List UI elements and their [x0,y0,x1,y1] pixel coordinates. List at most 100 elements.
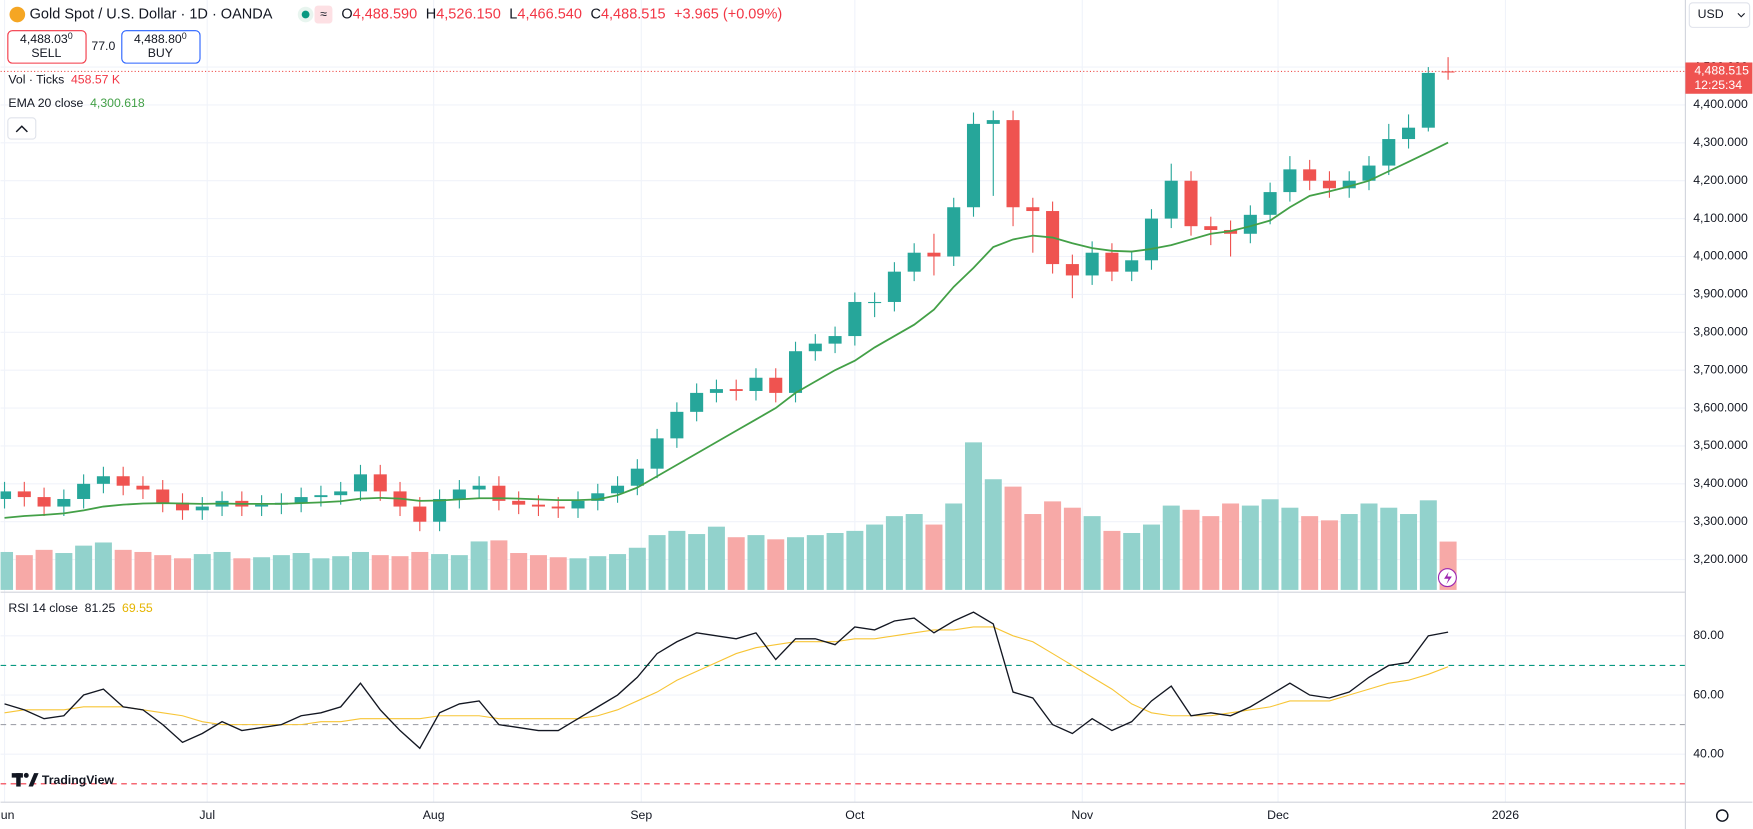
volume-bar [1301,516,1319,590]
candle-body [848,301,862,337]
collapse-button[interactable] [7,117,37,140]
volume-bar [391,556,409,590]
spread: 77.0 [91,39,115,53]
countdown: 12:25:34 [1694,78,1742,92]
candle-body [512,500,526,505]
candle-layer [0,57,1686,532]
volume-bar [984,479,1002,590]
candle-body [136,485,150,490]
volume-bar [589,556,607,590]
last-price-label: 4,488.515 [1694,64,1749,78]
volume-bar [371,555,389,590]
buy-price[interactable]: 4,488.800 [134,31,187,46]
volume-bar [134,551,152,590]
candle-body [1125,260,1139,272]
buy-price-sup[interactable]: 0 [182,31,187,41]
candle-body [96,476,110,484]
volume-bar [1123,532,1141,590]
o-value: 4,488.590 [353,6,418,22]
y-tick-label: 3,800.000 [1693,325,1748,339]
rsi-layer [0,611,1686,785]
volume-bar [806,535,824,590]
candle-body [729,389,743,391]
y-tick-label: 3,900.000 [1693,287,1748,301]
volume-bar [1063,507,1081,590]
candle-body [947,207,961,257]
candle-body [314,495,328,498]
candle-body [907,252,921,272]
volume-bar [1004,486,1022,590]
volume-bar [312,558,330,590]
volume-bar [925,524,943,590]
candle-body [373,474,387,492]
volume-bar [1202,516,1220,590]
sell-price-sup[interactable]: 0 [68,31,73,41]
sell-label[interactable]: SELL [31,46,61,60]
volume-bar [1083,516,1101,590]
ema-legend: EMA 20 close 4,300.618 [8,96,144,110]
volume-bar [510,553,528,590]
candle-body [1382,139,1396,166]
candle-body [709,389,723,393]
candle-body [1204,226,1218,230]
volume-bar [490,540,508,590]
candle-body [828,336,842,344]
sell-price[interactable]: 4,488.030 [20,31,73,46]
candle-body [1184,180,1198,227]
buy-label[interactable]: BUY [148,46,173,60]
volume-bar [1281,507,1299,590]
volume-bar [35,549,53,590]
volume-bar [1261,499,1279,590]
candle-body [868,301,882,304]
candle-body [1322,180,1336,189]
volume-bar [292,553,310,590]
sell-button[interactable] [7,30,87,64]
volume-bar [767,539,785,590]
volume-bar [193,554,211,590]
volume-bar [411,551,429,590]
volume-bar [707,526,725,590]
settings-icon[interactable] [1715,809,1729,822]
volume-bar [431,554,449,590]
buy-price-main[interactable]: 4,488.80 [134,32,182,46]
sell-price-main[interactable]: 4,488.03 [20,32,68,46]
brand-name: TradingView [42,773,114,787]
y-tick-label: 3,600.000 [1693,400,1748,414]
candle-body [1441,71,1455,73]
candle-body [433,498,447,522]
volume-bar [1103,530,1121,590]
volume-bar [233,558,251,590]
volume-value: 458.57 K [71,73,121,87]
candle-body [808,343,822,352]
h-key: H [426,6,436,22]
candle-body [452,489,466,499]
candle-body [966,123,981,208]
volume-bar [1024,514,1042,590]
grid [0,0,1686,803]
candle-body [591,493,605,501]
y-tick-label: 3,700.000 [1693,362,1748,376]
volume-bar [648,535,666,590]
candle-body [630,468,644,486]
symbol-title[interactable]: Gold Spot / U.S. Dollar · 1D · OANDA [30,6,273,22]
candle-body [670,411,684,439]
candle-body [1065,264,1079,276]
candle-body [116,476,130,486]
event-icon [1444,572,1452,585]
o-key: O [341,6,352,22]
candle-body [769,377,783,393]
candle-body [1026,207,1040,212]
candle-body [571,500,585,509]
volume-bar [94,542,112,590]
y-tick-label: 3,200.000 [1693,552,1748,566]
brand-logo [11,772,39,787]
currency[interactable]: USD [1698,7,1724,21]
candle-body [1085,252,1099,276]
y-tick-label: 3,500.000 [1693,438,1748,452]
currency-button[interactable] [1688,2,1751,28]
candle-body [1283,169,1297,193]
volume-layer [0,442,1457,590]
buy-button[interactable] [121,30,201,64]
volume-bar [826,532,844,590]
